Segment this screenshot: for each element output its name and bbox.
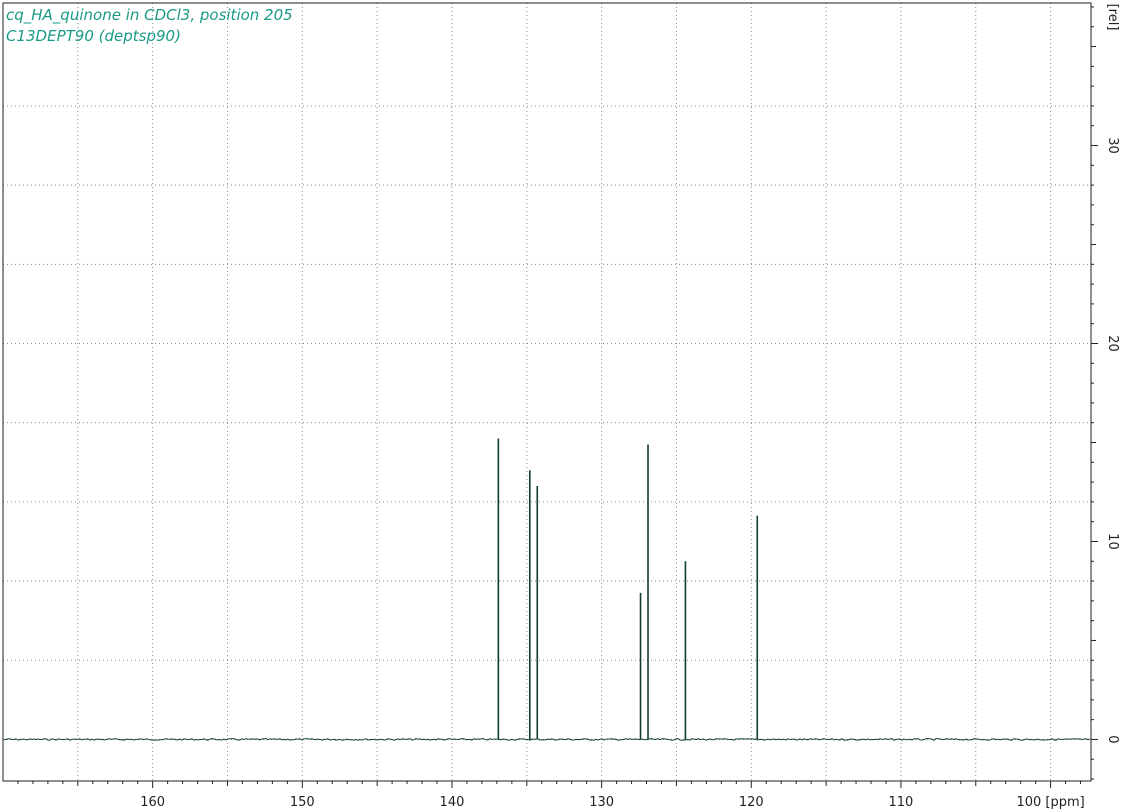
x-tick-label: 130 xyxy=(589,795,614,810)
chart-subtitle: C13DEPT90 (deptsp90) xyxy=(6,27,181,45)
plot-frame xyxy=(2,2,1092,782)
x-tick-label: 110 xyxy=(889,795,914,810)
x-tick-label: 120 xyxy=(739,795,764,810)
y-tick-label: 10 xyxy=(1105,533,1120,550)
spectrum-series xyxy=(3,438,1091,741)
x-tick-label: 150 xyxy=(290,795,315,810)
grid xyxy=(3,3,1091,781)
x-tick-label: 140 xyxy=(440,795,465,810)
spectrum-baseline xyxy=(3,738,1091,741)
x-tick-label: 160 xyxy=(140,795,165,810)
y-tick-label: 30 xyxy=(1105,137,1120,154)
x-tick-label: 100 [ppm] xyxy=(1016,795,1084,810)
y-tick-label: 20 xyxy=(1105,335,1120,352)
y-tick-label: 0 xyxy=(1105,735,1120,743)
y-axis-label: [rel] xyxy=(1105,4,1120,31)
chart-title: cq_HA_quinone in CDCl3, position 205 xyxy=(6,6,293,24)
